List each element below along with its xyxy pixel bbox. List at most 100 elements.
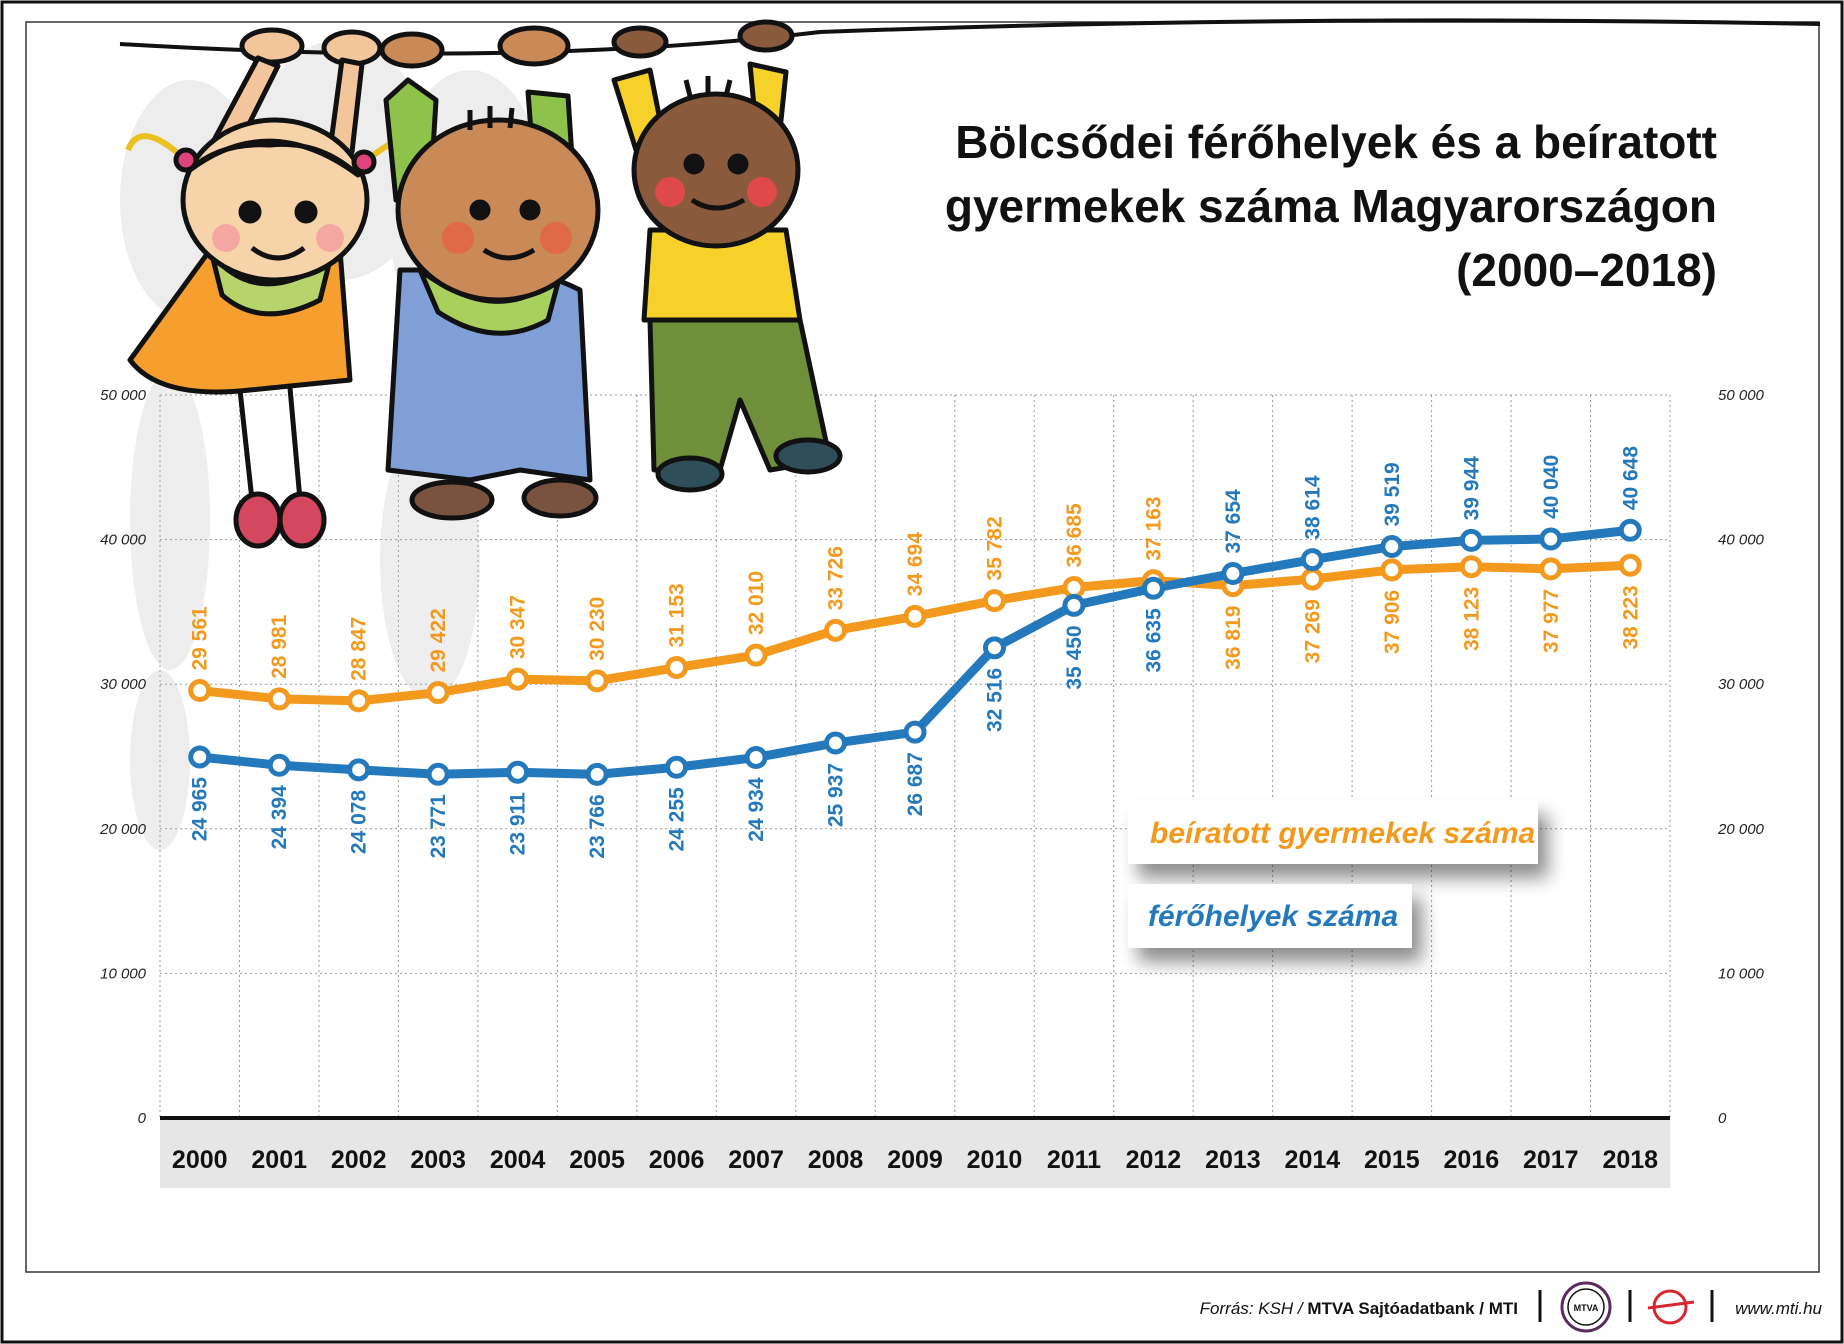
data-label: 24 965 (189, 777, 212, 842)
data-label: 29 561 (189, 606, 212, 671)
data-label: 39 519 (1381, 462, 1404, 526)
x-tick-label: 2017 (1523, 1146, 1579, 1174)
y-tick-label: 20 000 (1717, 821, 1765, 838)
chart-panel-border (25, 21, 1820, 1273)
data-point (1459, 555, 1483, 579)
x-tick-label: 2000 (172, 1146, 228, 1174)
data-label: 25 937 (825, 763, 848, 827)
data-point (585, 762, 609, 786)
data-point (506, 667, 530, 691)
y-tick-label: 10 000 (1718, 965, 1765, 982)
data-point (982, 589, 1006, 613)
data-label: 36 819 (1222, 606, 1245, 670)
x-tick-label: 2014 (1285, 1146, 1341, 1174)
title-line-1: Bölcsődei férőhelyek és a beíratott (955, 116, 1717, 168)
data-label: 36 635 (1142, 608, 1165, 673)
y-tick-label: 40 000 (100, 532, 147, 549)
data-point (347, 689, 371, 713)
y-tick-label: 50 000 (1718, 387, 1765, 404)
child-yellow-green (611, 19, 843, 493)
y-tick-label: 30 000 (100, 676, 147, 693)
data-point (1380, 535, 1404, 559)
x-tick-label: 2005 (569, 1146, 625, 1174)
y-axis-right: 0 10 000 20 000 30 000 40 000 50 000 (1717, 387, 1765, 1127)
data-label: 28 981 (268, 614, 291, 679)
footer: Forrás: KSH / MTVA Sajtóadatbank / MTI M… (1200, 1281, 1823, 1333)
data-point (1300, 548, 1324, 572)
data-label: 39 944 (1460, 456, 1483, 521)
data-label: 28 847 (348, 617, 371, 681)
data-point (1618, 518, 1642, 542)
y-tick-label: 40 000 (1718, 532, 1765, 549)
data-point (1062, 593, 1086, 617)
y-tick-label: 0 (1718, 1110, 1727, 1127)
data-point (267, 753, 291, 777)
x-tick-label: 2012 (1126, 1146, 1182, 1174)
data-point (824, 618, 848, 642)
data-point (1539, 527, 1563, 551)
data-point (982, 636, 1006, 660)
data-point (1539, 557, 1563, 581)
children-illustration (119, 18, 1821, 549)
x-tick-label: 2010 (967, 1146, 1023, 1174)
data-label: 24 934 (745, 777, 768, 842)
data-label: 38 123 (1460, 587, 1483, 651)
data-labels: 29 561 28 981 28 847 29 422 30 347 30 230 31 1… (189, 446, 1643, 859)
data-label: 37 654 (1222, 489, 1245, 554)
data-label: 24 394 (268, 785, 291, 850)
data-label: 23 766 (586, 794, 609, 858)
data-point (426, 681, 450, 705)
data-label: 37 269 (1301, 599, 1324, 663)
data-label: 31 153 (666, 583, 689, 647)
source-suffix: / MTI (1475, 1299, 1518, 1318)
data-label: 30 347 (507, 595, 530, 659)
legend: beíratott gyermekek száma férőhelyek szá… (1128, 800, 1538, 948)
data-point (744, 745, 768, 769)
data-label: 37 977 (1540, 589, 1563, 653)
website-text: www.mti.hu (1735, 1299, 1822, 1318)
data-label: 37 163 (1142, 496, 1165, 560)
data-label: 34 694 (904, 532, 927, 597)
data-label: 40 648 (1619, 446, 1642, 511)
child-boy-blue (379, 25, 601, 521)
child-girl-orange (125, 27, 425, 549)
data-point (665, 755, 689, 779)
data-point (426, 762, 450, 786)
x-tick-label: 2006 (649, 1146, 705, 1174)
data-label: 40 040 (1540, 455, 1563, 519)
x-tick-label: 2015 (1364, 1146, 1420, 1174)
mtva-logo-text: MTVA (1574, 1303, 1599, 1313)
data-point (506, 760, 530, 784)
x-tick-label: 2016 (1444, 1146, 1500, 1174)
source-prefix: Forrás: KSH / (1200, 1299, 1308, 1318)
data-point (1141, 576, 1165, 600)
data-point (744, 643, 768, 667)
y-tick-label: 10 000 (100, 965, 147, 982)
data-point (903, 604, 927, 628)
x-tick-label: 2008 (808, 1146, 864, 1174)
data-point (347, 758, 371, 782)
y-axis-left: 0 10 000 20 000 30 000 40 000 50 000 (99, 387, 147, 1127)
mtva-logo: MTVA (1560, 1281, 1612, 1333)
y-tick-label: 50 000 (100, 387, 147, 404)
y-tick-label: 0 (138, 1110, 147, 1127)
data-label: 35 782 (983, 516, 1006, 580)
legend-label-places: férőhelyek száma (1148, 900, 1398, 933)
data-label: 38 223 (1619, 585, 1642, 649)
data-point (1300, 567, 1324, 591)
mti-logo (1647, 1289, 1695, 1325)
x-tick-label: 2013 (1205, 1146, 1261, 1174)
x-axis: 2000 2001 2002 2003 2004 2005 2006 2007 2008 2009… (160, 1116, 1670, 1188)
x-tick-label: 2004 (490, 1146, 546, 1174)
data-point (188, 679, 212, 703)
data-point (665, 656, 689, 680)
x-tick-label: 2009 (887, 1146, 943, 1174)
data-point (188, 745, 212, 769)
data-label: 30 230 (586, 597, 609, 661)
source-text: Forrás: KSH / MTVA Sajtóadatbank / MTI (1200, 1299, 1518, 1318)
title-line-3: (2000–2018) (1456, 244, 1717, 296)
data-point (1380, 558, 1404, 582)
x-tick-label: 2001 (251, 1146, 307, 1174)
